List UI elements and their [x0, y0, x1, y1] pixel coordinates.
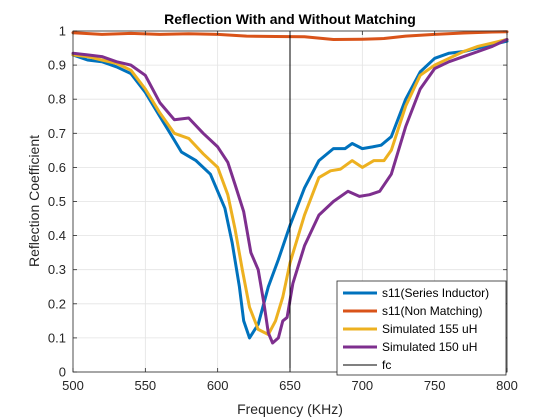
legend-entry-4-label: Simulated 150 uH [382, 340, 477, 354]
series-line-3 [71, 38, 509, 336]
x-tick-label: 650 [279, 378, 301, 393]
x-tick-label: 500 [62, 378, 84, 393]
x-axis-label: Frequency (KHz) [237, 401, 343, 417]
y-tick-label: 0.5 [48, 194, 66, 209]
x-tick-label: 600 [207, 378, 229, 393]
series-line-1 [71, 39, 509, 340]
series-line-4 [71, 38, 509, 345]
y-tick-label: 0.2 [48, 296, 66, 311]
y-tick-label: 0.3 [48, 262, 66, 277]
y-tick-label: 0.7 [48, 126, 66, 141]
y-tick-label: 0.9 [48, 58, 66, 73]
legend: s11(Series Inductor) s11(Non Matching) Sim… [336, 280, 507, 376]
x-tick-label: 800 [496, 378, 518, 393]
y-tick-label: 1 [59, 24, 66, 39]
legend-entry-fc-label: fc [382, 358, 391, 372]
x-tick-label: 750 [424, 378, 446, 393]
legend-entry-2-label: s11(Non Matching) [382, 304, 483, 318]
x-tick-label: 550 [134, 378, 156, 393]
y-tick-label: 0.1 [48, 330, 66, 345]
series-layer [71, 30, 509, 345]
chart-title: Reflection With and Without Matching [164, 11, 416, 27]
legend-entry-1-label: s11(Series Inductor) [382, 286, 489, 300]
y-tick-label: 0.4 [48, 228, 66, 243]
series-line-2 [71, 30, 509, 41]
y-tick-label: 0 [59, 365, 66, 380]
x-tick-label: 700 [351, 378, 373, 393]
legend-entry-3-label: Simulated 155 uH [382, 322, 477, 336]
y-tick-label: 0.6 [48, 160, 66, 175]
y-tick-label: 0.8 [48, 92, 66, 107]
ticks: 500 550 600 650 700 750 800 0 0.1 0.2 0.3 0.4 0.5 0.6… [48, 24, 518, 394]
y-axis-label: Reflection Coefficient [26, 135, 42, 267]
